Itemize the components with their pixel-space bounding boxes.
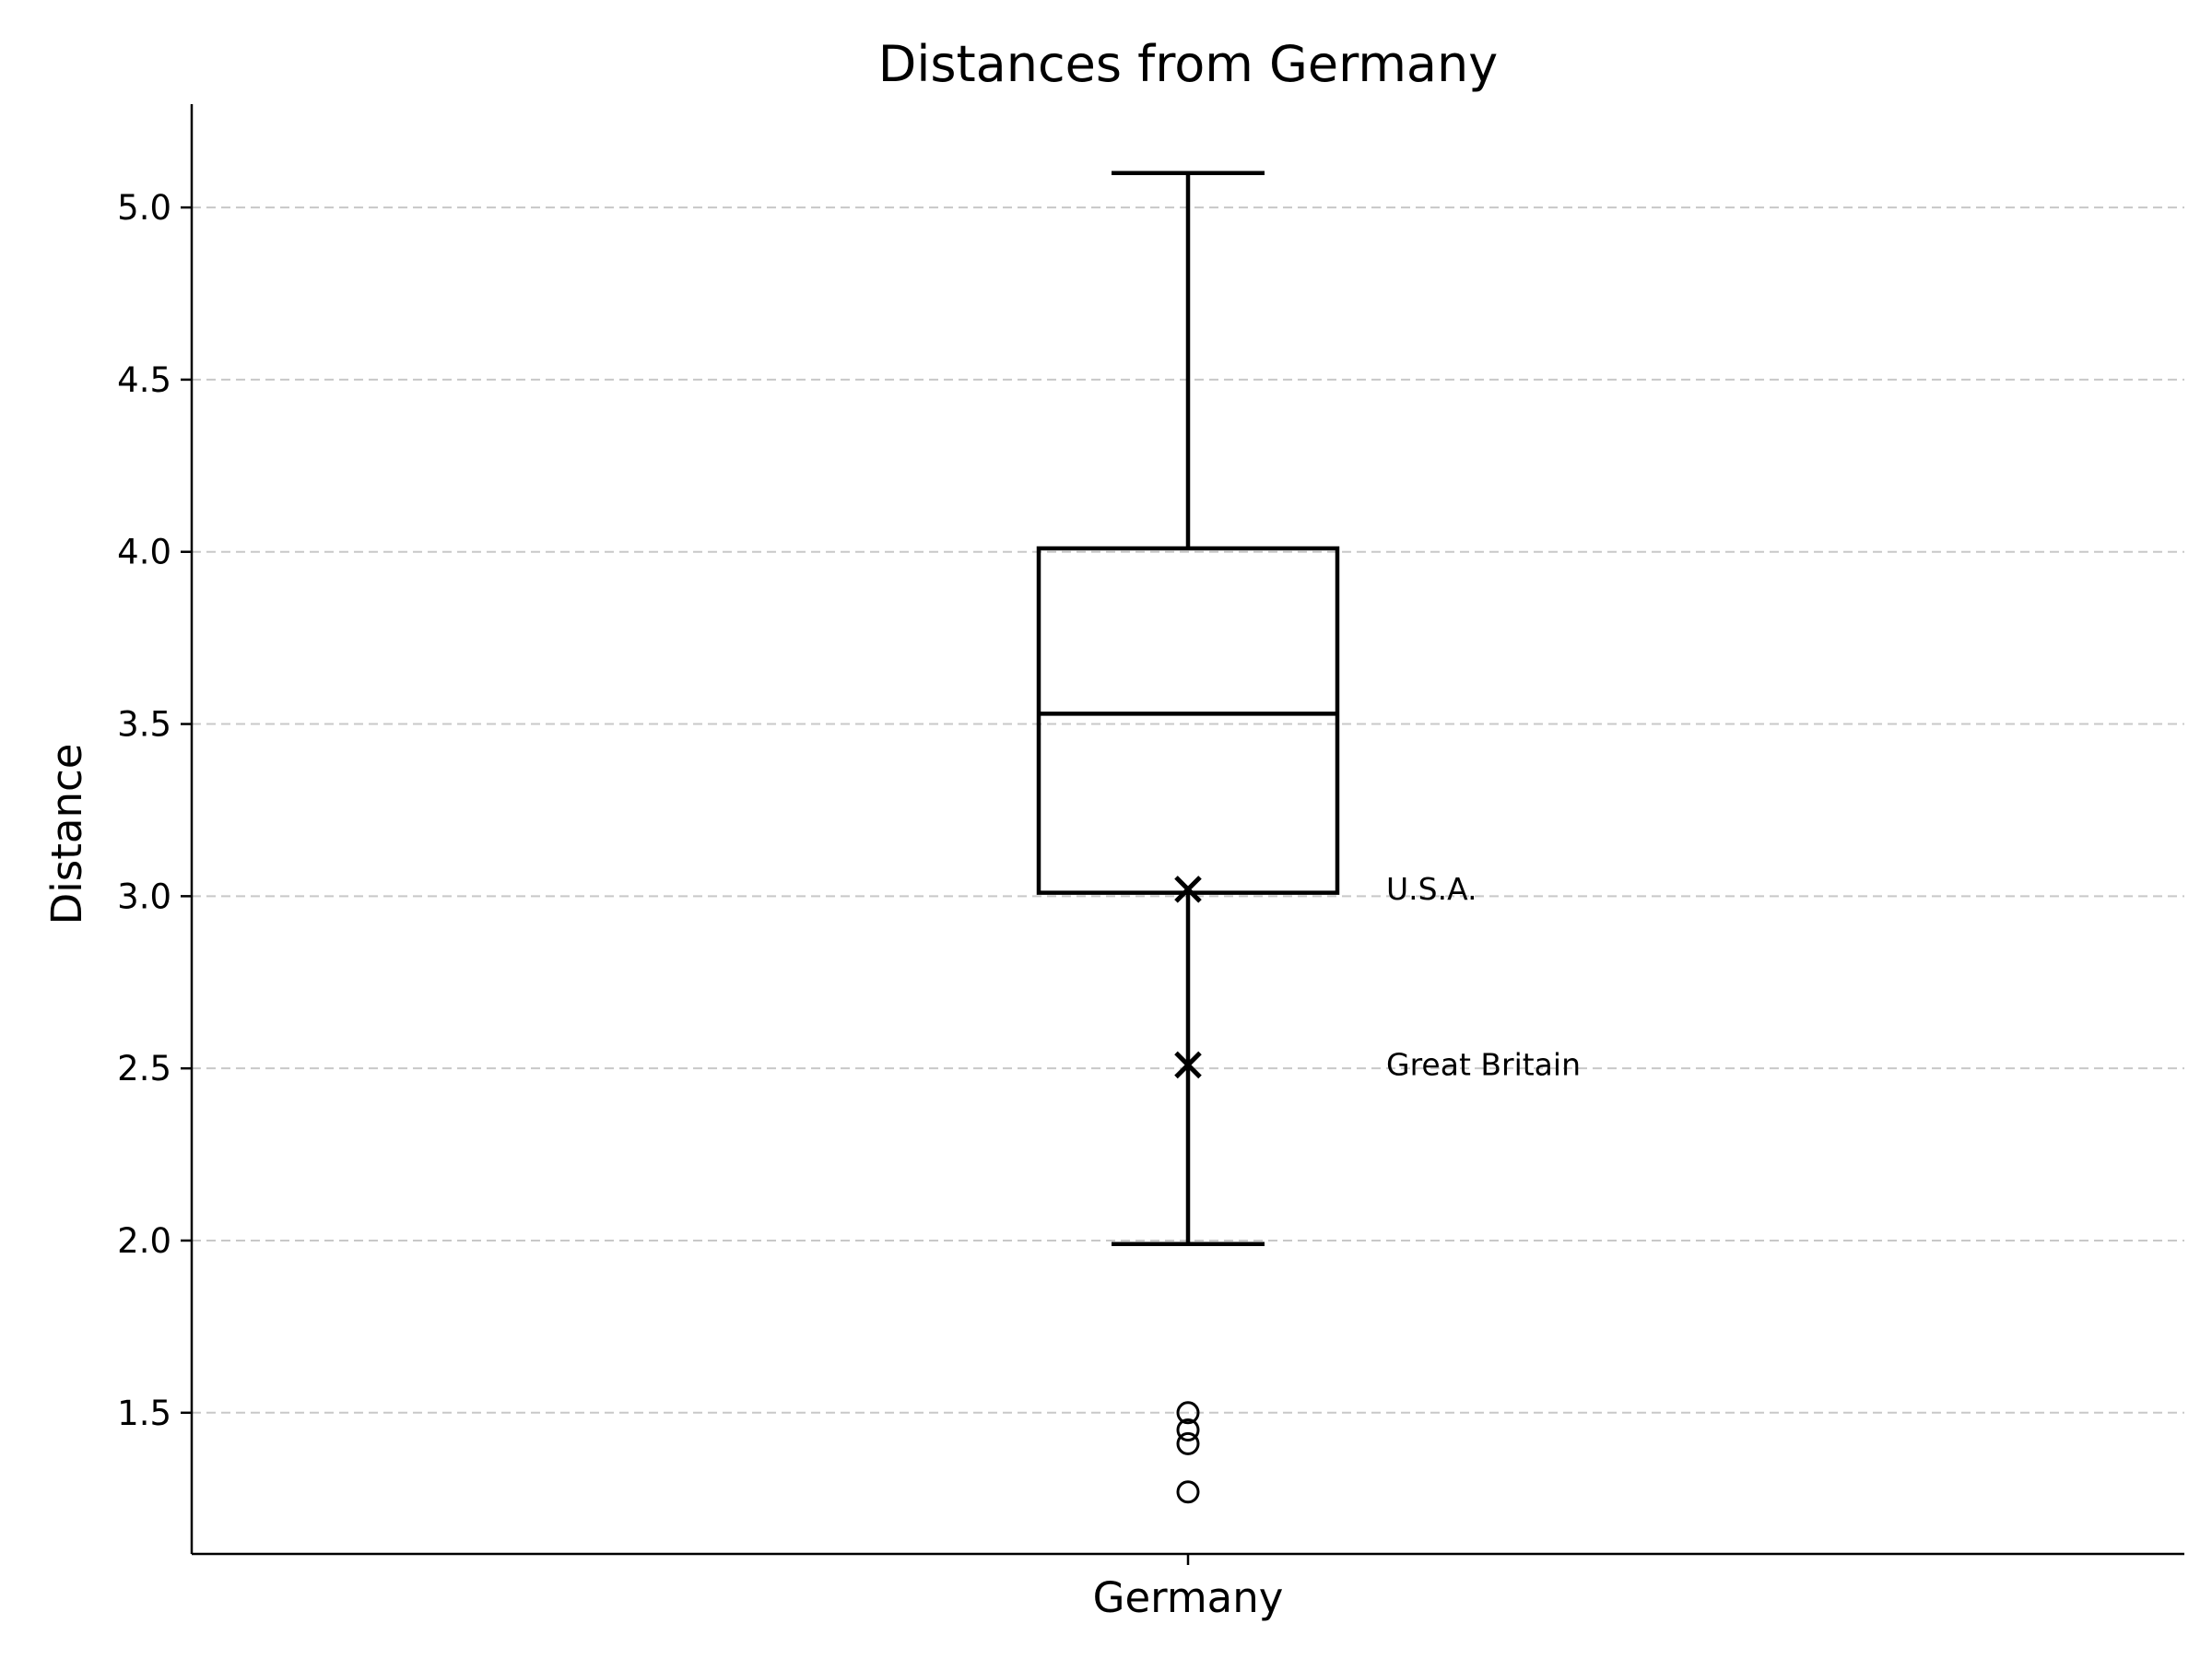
- chart-title: Distances from Germany: [878, 35, 1498, 93]
- y-axis-label: Distance: [42, 744, 91, 925]
- y-tick-label: 4.0: [117, 533, 171, 572]
- highlight-label: U.S.A.: [1386, 871, 1477, 907]
- outliers: [1176, 1401, 1200, 1504]
- outlier-point: [1176, 1418, 1200, 1441]
- y-tick-label: 1.5: [117, 1394, 171, 1433]
- y-tick-label: 4.5: [117, 360, 171, 400]
- y-ticks: 1.5 2.0 2.5 3.0 3.5 4.0 4.5 5.0: [117, 188, 192, 1433]
- highlight-marker: [1174, 876, 1202, 903]
- y-tick-label: 2.5: [117, 1049, 171, 1088]
- box-plot: [1036, 171, 1340, 1246]
- y-tick-label: 3.5: [117, 705, 171, 745]
- highlight-marker: [1174, 1051, 1202, 1079]
- highlight-label: Great Britain: [1386, 1046, 1581, 1082]
- interquartile-box: [1036, 546, 1340, 895]
- x-marker-stroke: [1174, 876, 1202, 903]
- outlier-point: [1176, 1431, 1200, 1455]
- y-tick-label: 2.0: [117, 1221, 171, 1261]
- outlier-point: [1176, 1480, 1200, 1504]
- y-tick-label: 5.0: [117, 188, 171, 228]
- x-tick-label: Germany: [1093, 1573, 1284, 1622]
- y-tick-label: 3.0: [117, 877, 171, 916]
- x-marker-stroke: [1174, 1051, 1202, 1079]
- outlier-point: [1176, 1401, 1200, 1425]
- x-ticks: Germany: [1093, 1554, 1284, 1622]
- highlighted-points: U.S.A. Great Britain: [1174, 871, 1581, 1082]
